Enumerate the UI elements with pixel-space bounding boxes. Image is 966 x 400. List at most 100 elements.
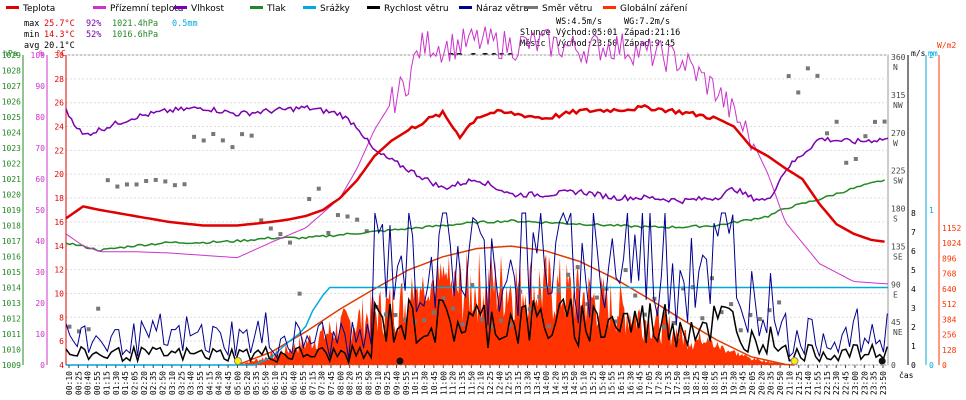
ms-tick-label: 6 [911, 247, 916, 256]
x-tick-label: 20:35 [767, 371, 776, 395]
avg-temp: 20.1°C [44, 41, 75, 51]
wind-direction-point [115, 184, 120, 189]
temp-tick-label: 6 [59, 337, 64, 346]
wind-direction-point [77, 329, 82, 334]
x-tick-label: 05:00 [233, 371, 242, 395]
wind-direction-point [182, 182, 187, 187]
dir-tick-label: E [893, 290, 898, 299]
wind-direction-point [470, 283, 475, 288]
x-tick-label: 18:40 [701, 371, 710, 395]
legend-label: Globální záření [620, 4, 688, 14]
x-tick-label: 19:30 [729, 371, 738, 395]
x-tick-label: 02:35 [149, 371, 158, 395]
x-tick-label: 23:35 [870, 371, 879, 395]
max-rain: 0.5mm [172, 19, 198, 29]
wind-direction-point [86, 327, 91, 332]
ms-tick-label: 3 [911, 304, 916, 313]
wind-direction-point [729, 302, 734, 307]
ms-tick-label: 7 [911, 228, 916, 237]
wind-direction-point [757, 317, 762, 322]
temp-tick-label: 26 [54, 99, 64, 108]
temp-tick-label: 22 [54, 146, 64, 155]
max-label: max [24, 19, 39, 29]
pct-tick-label: 20 [35, 299, 45, 308]
dir-tick-label: NE [893, 328, 903, 337]
wind-direction-point [451, 306, 456, 311]
info-box: WS:4.5m/s WG:7.2m/s Slunce Východ:05:01 … [520, 17, 680, 49]
x-tick-label: 17:05 [645, 371, 654, 395]
x-tick-label: 05:35 [252, 371, 261, 395]
ground-temperature-line [65, 26, 889, 285]
wind-direction-point [700, 316, 705, 321]
hpa-tick-label: 1010 [2, 346, 21, 355]
wm2-tick-label: 384 [942, 315, 957, 324]
legend-swatch [93, 6, 106, 9]
temp-tick-label: 16 [54, 218, 64, 227]
wind-direction-point [834, 119, 839, 124]
wind-direction-point [719, 310, 724, 315]
wm2-tick-label: 0 [942, 361, 947, 370]
x-tick-label: 12:40 [495, 371, 504, 395]
dir-tick-label: 315 [891, 91, 906, 100]
ms-tick-label: 1 [911, 342, 916, 351]
wind-direction-point [326, 230, 331, 235]
wind-direction-point [393, 313, 398, 318]
x-tick-label: 03:10 [168, 371, 177, 395]
ms-tick-label: 8 [911, 209, 916, 218]
x-tick-label: 12:10 [477, 371, 486, 395]
wind-direction-point [489, 324, 494, 329]
x-tick-label: 05:20 [243, 371, 252, 395]
x-tick-label: 10:15 [411, 371, 420, 395]
wind-direction-point [383, 312, 388, 317]
x-tick-label: 03:25 [177, 371, 186, 395]
x-tick-label: 13:45 [533, 371, 542, 395]
x-tick-label: 10:45 [430, 371, 439, 395]
pct-tick-label: 90 [35, 82, 45, 91]
dir-tick-label: 180 [891, 205, 906, 214]
temp-unit: °C [56, 49, 66, 58]
wind-direction-point [460, 322, 465, 327]
temperature-line [65, 104, 885, 243]
wind-direction-point [431, 310, 436, 315]
x-axis-label: čas [899, 370, 914, 380]
wind-direction-point [67, 324, 72, 329]
wind-direction-point [681, 286, 686, 291]
wind-direction-point [124, 182, 129, 187]
wind-direction-point [594, 295, 599, 300]
dir-tick-label: 45 [891, 318, 901, 327]
legend-swatch [6, 6, 19, 9]
moon-label: Měsíc [520, 39, 546, 49]
moonrise: Východ:23:50 [556, 39, 617, 49]
ws-value: WS:4.5m/s [556, 17, 602, 27]
temp-tick-label: 30 [54, 51, 64, 60]
x-tick-label: 02:20 [140, 371, 149, 395]
wind-direction-point [633, 293, 638, 298]
ms-tick-label: 0 [911, 361, 916, 370]
hpa-tick-label: 1017 [2, 237, 21, 246]
x-tick-label: 17:50 [673, 371, 682, 395]
mm-tick-label: 1 [929, 206, 934, 215]
x-tick-label: 15:10 [580, 371, 589, 395]
sunset: Západ:21:16 [624, 28, 680, 38]
ms-tick-label: 2 [911, 323, 916, 332]
x-tick-label: 09:10 [374, 371, 383, 395]
wind-direction-point [192, 134, 197, 139]
wind-direction-point [518, 289, 523, 294]
x-tick-label: 20:20 [757, 371, 766, 395]
hpa-unit: hPa [3, 49, 18, 58]
x-tick-label: 07:30 [318, 371, 327, 395]
hpa-tick-label: 1009 [2, 361, 21, 370]
sunrise-marker [233, 357, 242, 365]
wind-direction-point [585, 302, 590, 307]
wind-direction-point [863, 134, 868, 139]
x-tick-label: 21:10 [785, 371, 794, 395]
pct-tick-label: 100 [31, 51, 46, 60]
wind-gust-line [65, 211, 888, 359]
legend-label: Náraz větru [476, 4, 529, 14]
wind-direction-point [240, 132, 245, 137]
ms-tick-label: 4 [911, 285, 916, 294]
temp-tick-label: 10 [54, 289, 64, 298]
hpa-tick-label: 1011 [2, 330, 21, 339]
avg-label: avg [24, 41, 39, 51]
